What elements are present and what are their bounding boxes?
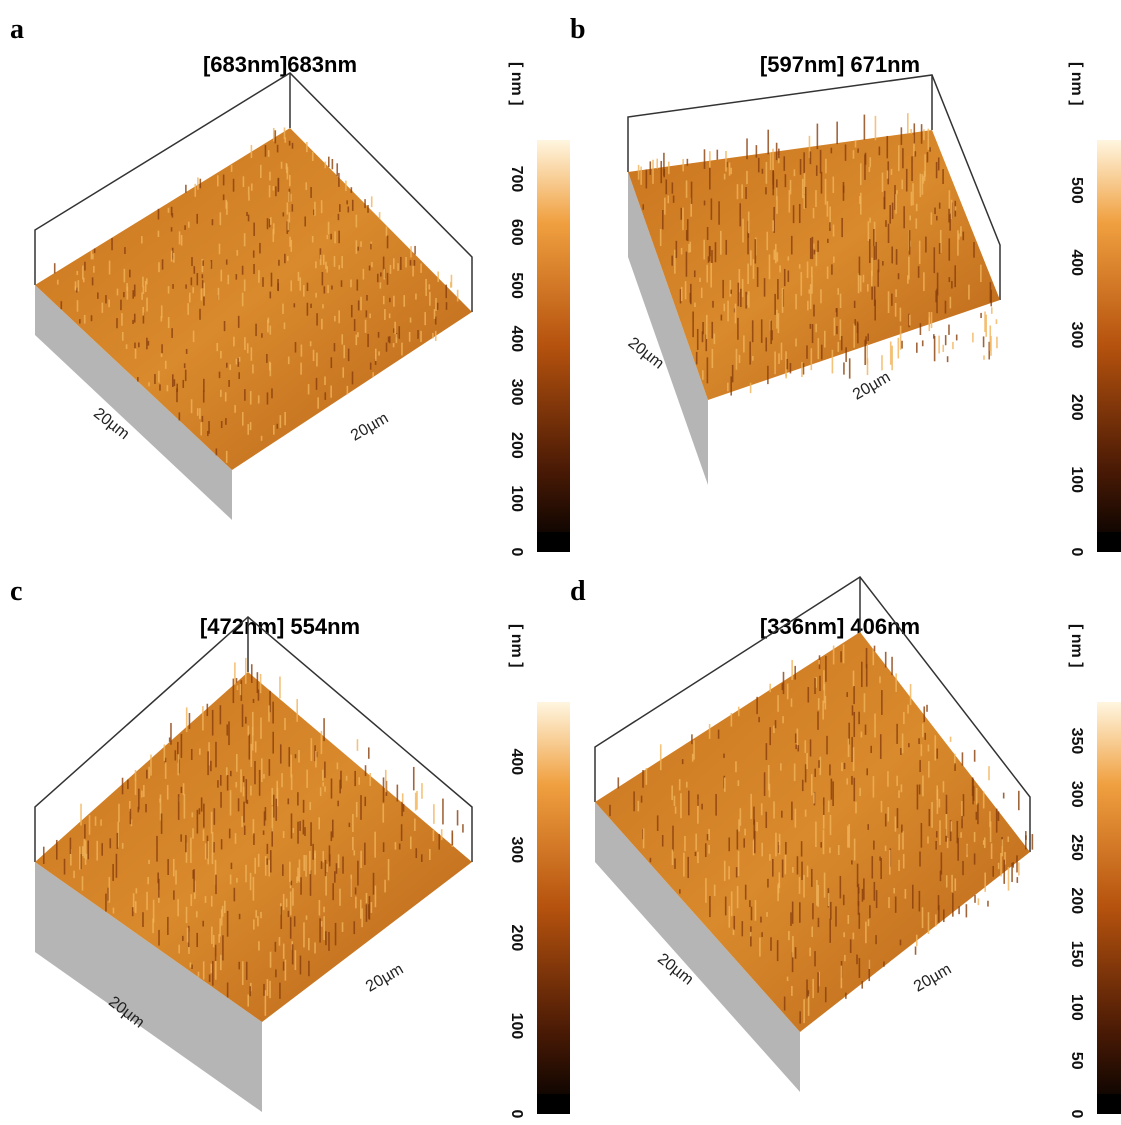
color-bar-tick: 400 <box>508 748 525 775</box>
color-bar <box>1097 140 1121 552</box>
color-bar-floor <box>1097 532 1121 552</box>
color-bar-floor <box>537 532 570 552</box>
axis-label: 20µm <box>348 410 391 445</box>
color-bar-tick: 100 <box>1068 994 1085 1021</box>
panel-title: [472nm] 554nm <box>200 614 360 639</box>
color-bar-tick: 0 <box>1068 548 1085 557</box>
color-bar-tick: 100 <box>508 1013 525 1040</box>
panel-title: [597nm] 671nm <box>760 52 920 77</box>
panel-label: d <box>570 576 586 607</box>
color-bar-tick: 300 <box>1068 322 1085 349</box>
color-bar <box>537 702 570 1114</box>
color-bar-tick: 200 <box>1068 394 1085 421</box>
color-bar-unit: [ nm ] <box>508 62 525 106</box>
color-bar-tick: 500 <box>1068 177 1085 204</box>
color-bar-tick: 500 <box>508 272 525 299</box>
color-bar-tick: 200 <box>508 925 525 952</box>
color-bar-tick: 250 <box>1068 834 1085 861</box>
color-bar <box>1097 702 1121 1114</box>
color-bar-floor <box>537 1094 570 1114</box>
color-bar-tick: 0 <box>508 1110 525 1119</box>
panel-label: c <box>10 576 22 607</box>
color-bar-floor <box>1097 1094 1121 1114</box>
color-bar-tick: 0 <box>508 548 525 557</box>
color-bar-tick: 200 <box>508 432 525 459</box>
color-bar-tick: 600 <box>508 219 525 246</box>
color-bar-tick: 100 <box>1068 466 1085 493</box>
panel-label: a <box>10 14 24 45</box>
axis-label: 20µm <box>911 961 954 996</box>
panel-label: b <box>570 14 586 45</box>
color-bar-unit: [ nm ] <box>1068 62 1085 106</box>
color-bar-tick: 150 <box>1068 941 1085 968</box>
color-bar-unit: [ nm ] <box>508 624 525 668</box>
color-bar-tick: 300 <box>508 837 525 864</box>
color-bar-tick: 50 <box>1068 1052 1085 1070</box>
color-bar-tick: 200 <box>1068 887 1085 914</box>
axis-label: 20µm <box>850 369 893 404</box>
color-bar-tick: 700 <box>508 166 525 193</box>
color-bar-tick: 400 <box>508 325 525 352</box>
color-bar-tick: 300 <box>1068 781 1085 808</box>
color-bar-tick: 0 <box>1068 1110 1085 1119</box>
panel-title: [683nm]683nm <box>203 52 357 77</box>
color-bar-tick: 100 <box>508 485 525 512</box>
color-bar-tick: 350 <box>1068 728 1085 755</box>
color-bar-unit: [ nm ] <box>1068 624 1085 668</box>
color-bar <box>537 140 570 552</box>
figure: a [683nm]683nm 20µm 20µm [ nm ] 0 100 200 300 400… <box>0 0 1121 1125</box>
axis-label: 20µm <box>363 961 406 996</box>
surface <box>595 632 1030 1032</box>
color-bar-tick: 300 <box>508 379 525 406</box>
color-bar-tick: 400 <box>1068 249 1085 276</box>
